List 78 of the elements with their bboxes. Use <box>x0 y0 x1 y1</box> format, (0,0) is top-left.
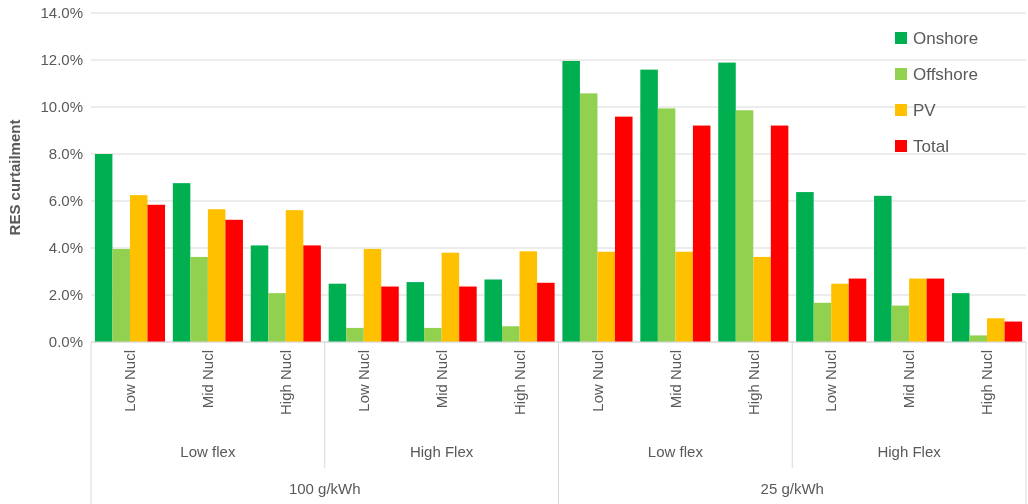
bar <box>657 108 676 342</box>
bar <box>424 327 442 342</box>
bar <box>94 154 113 342</box>
x-tick-label: Mid Nucl <box>432 350 450 409</box>
bar <box>796 192 814 342</box>
text: Low flex <box>647 443 704 460</box>
bar <box>147 204 166 342</box>
bar <box>112 248 130 342</box>
bar <box>874 195 892 342</box>
bar <box>675 251 693 342</box>
x-tick-label: Mid Nucl <box>199 350 217 409</box>
bar <box>987 318 1005 342</box>
bar <box>831 283 849 342</box>
x-tick-label: Mid Nucl <box>666 350 684 409</box>
bar <box>441 252 460 342</box>
bar <box>484 279 503 342</box>
bar <box>225 219 243 342</box>
bar <box>813 302 832 342</box>
bar <box>207 209 226 342</box>
x-tick-label: Mid Nucl <box>900 350 918 409</box>
bar <box>363 248 382 342</box>
bar <box>346 327 364 342</box>
bar <box>753 256 771 342</box>
legend-label: Onshore <box>913 28 979 48</box>
y-axis-title: RES curtailment <box>6 119 23 236</box>
bar <box>459 286 477 342</box>
bar <box>328 283 347 342</box>
y-tick-label: 4.0% <box>48 239 83 257</box>
x-tick-label: High Nucl <box>978 350 996 416</box>
bar <box>381 286 399 342</box>
text: High Flex <box>877 443 942 460</box>
text: Low flex <box>180 443 236 460</box>
y-tick-label: 12.0% <box>40 51 83 69</box>
bar <box>285 210 304 342</box>
text: 100 g/kWh <box>288 480 361 497</box>
bar <box>951 293 970 342</box>
x-tick-label: Low Nucl <box>588 350 606 412</box>
bar <box>502 326 520 342</box>
bar <box>303 245 321 342</box>
bar <box>190 256 208 342</box>
bar <box>718 62 736 342</box>
x-tick-label: Low Nucl <box>121 350 139 412</box>
bar <box>640 69 658 342</box>
bar <box>926 278 945 342</box>
legend-label: Total <box>913 136 949 156</box>
text: 25 g/kWh <box>760 480 824 497</box>
bar <box>891 305 910 342</box>
y-tick-label: 2.0% <box>48 286 83 304</box>
bar <box>735 110 754 342</box>
bar <box>614 116 633 342</box>
bar <box>597 251 615 342</box>
legend-label: PV <box>913 100 937 120</box>
y-tick-label: 0.0% <box>48 333 83 351</box>
x-tick-label: Low Nucl <box>822 350 840 412</box>
bar <box>268 293 286 342</box>
bar <box>406 282 425 342</box>
x-tick-label: Low Nucl <box>354 350 372 412</box>
y-tick-label: 8.0% <box>48 145 83 163</box>
bar <box>909 278 927 342</box>
bar <box>770 125 789 342</box>
x-tick-label: High Nucl <box>510 350 528 416</box>
y-tick-label: 14.0% <box>40 4 83 22</box>
legend-label: Offshore <box>913 64 978 84</box>
bar <box>579 93 598 342</box>
bar <box>562 60 580 342</box>
bar <box>537 282 555 342</box>
y-tick-label: 6.0% <box>48 192 83 210</box>
bar <box>519 251 538 342</box>
x-tick-label: High Nucl <box>277 350 295 416</box>
bar <box>848 278 867 342</box>
x-tick-label: High Nucl <box>744 350 762 416</box>
y-tick-label: 10.0% <box>40 98 83 116</box>
bar <box>129 195 148 342</box>
text: High Flex <box>409 443 474 460</box>
bar <box>1004 321 1023 342</box>
bar <box>250 245 269 342</box>
bar <box>172 183 191 342</box>
bar <box>692 125 711 342</box>
